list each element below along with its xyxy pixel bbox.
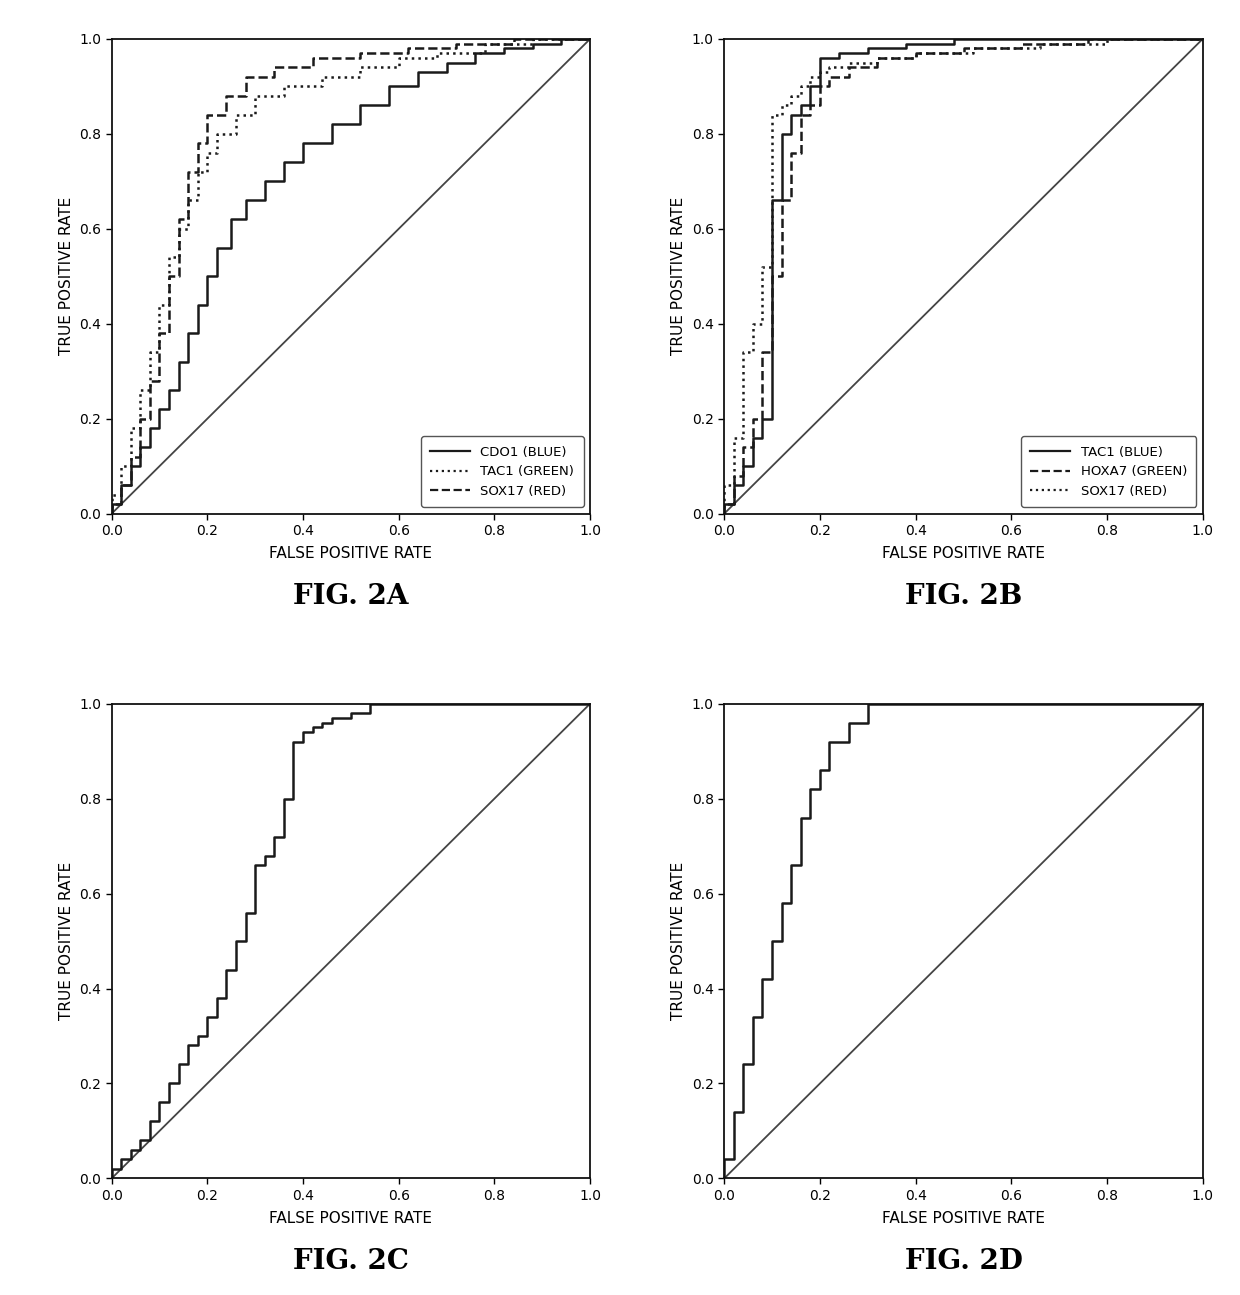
Y-axis label: TRUE POSITIVE RATE: TRUE POSITIVE RATE: [671, 862, 686, 1020]
Legend: CDO1 (BLUE), TAC1 (GREEN), SOX17 (RED): CDO1 (BLUE), TAC1 (GREEN), SOX17 (RED): [422, 436, 584, 508]
Y-axis label: TRUE POSITIVE RATE: TRUE POSITIVE RATE: [671, 197, 686, 355]
X-axis label: FALSE POSITIVE RATE: FALSE POSITIVE RATE: [269, 546, 433, 562]
X-axis label: FALSE POSITIVE RATE: FALSE POSITIVE RATE: [882, 546, 1045, 562]
X-axis label: FALSE POSITIVE RATE: FALSE POSITIVE RATE: [882, 1211, 1045, 1226]
Y-axis label: TRUE POSITIVE RATE: TRUE POSITIVE RATE: [58, 197, 73, 355]
Text: FIG. 2A: FIG. 2A: [293, 583, 409, 610]
X-axis label: FALSE POSITIVE RATE: FALSE POSITIVE RATE: [269, 1211, 433, 1226]
Y-axis label: TRUE POSITIVE RATE: TRUE POSITIVE RATE: [58, 862, 73, 1020]
Text: FIG. 2C: FIG. 2C: [293, 1248, 409, 1274]
Text: FIG. 2B: FIG. 2B: [905, 583, 1022, 610]
Text: FIG. 2D: FIG. 2D: [904, 1248, 1023, 1274]
Legend: TAC1 (BLUE), HOXA7 (GREEN), SOX17 (RED): TAC1 (BLUE), HOXA7 (GREEN), SOX17 (RED): [1022, 436, 1197, 508]
